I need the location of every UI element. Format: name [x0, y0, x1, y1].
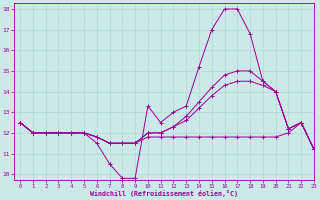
- X-axis label: Windchill (Refroidissement éolien,°C): Windchill (Refroidissement éolien,°C): [90, 190, 238, 197]
